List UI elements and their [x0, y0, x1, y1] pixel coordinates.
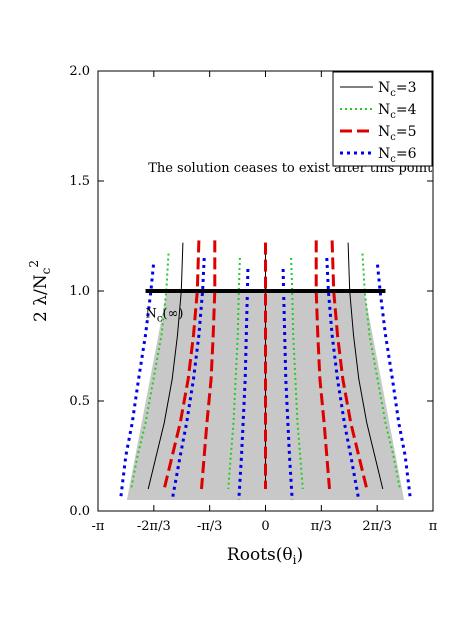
series-2-curve-3: [290, 257, 304, 490]
legend-label-4: Nc=6: [378, 146, 417, 165]
series-2-curve-4: [361, 253, 401, 490]
series-3-curve-2: [200, 240, 217, 490]
y-tick-label: 0.5: [69, 394, 90, 409]
x-tick-label: -π/3: [197, 519, 223, 534]
series-2-curve-1: [130, 253, 170, 490]
series-4-curve-2: [170, 257, 206, 501]
y-axis-title: 2 λ/Nc2: [27, 260, 53, 322]
series-3-curve-5: [330, 240, 369, 490]
x-axis-title: Roots(θi): [227, 545, 303, 567]
x-tick-label: -2π/3: [137, 519, 171, 534]
legend-label-3: Nc=5: [378, 124, 417, 143]
legend-label-1: Nc=3: [378, 80, 417, 99]
legend-box: [332, 71, 433, 167]
x-ticks: -π -2π/3 -π/3 0 π/3 2π/3 π: [92, 71, 438, 534]
series-3-curve-4: [314, 240, 331, 490]
x-tick-label: 2π/3: [362, 519, 391, 534]
y-tick-label: 1.0: [69, 284, 90, 299]
x-tick-label: -π: [92, 519, 105, 534]
y-tick-label: 0.0: [69, 504, 90, 519]
x-tick-label: π/3: [311, 519, 332, 534]
legend: Nc=3 Nc=4 Nc=5 Nc=6: [332, 71, 433, 167]
y-ticks: 0.0 0.5 1.0 1.5 2.0: [69, 64, 433, 519]
legend-label-2: Nc=4: [378, 102, 417, 121]
annotation-nc-infinity: Nc(∞): [146, 306, 184, 324]
series-3-curve-1: [162, 240, 201, 490]
x-tick-label: 0: [261, 519, 269, 534]
series-4-curve-5: [325, 257, 361, 501]
y-tick-label: 2.0: [69, 64, 90, 79]
x-tick-label: π: [429, 519, 438, 534]
y-tick-label: 1.5: [69, 174, 90, 189]
series-2-curve-2: [227, 257, 241, 490]
